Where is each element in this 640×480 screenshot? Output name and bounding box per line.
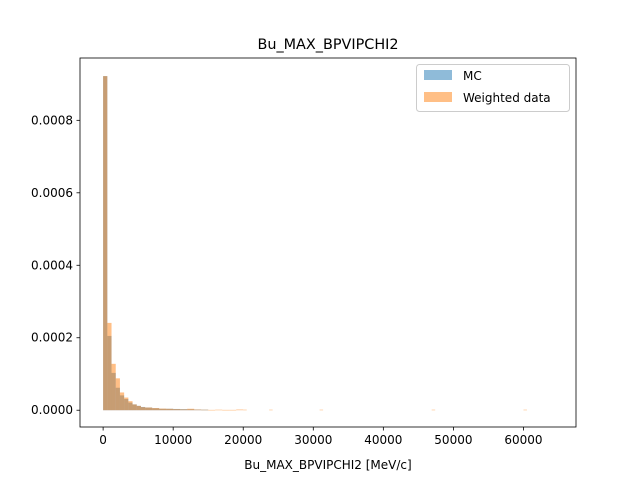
bar-weighted-data bbox=[269, 409, 273, 411]
bar-weighted-data bbox=[132, 404, 137, 411]
legend-frame bbox=[416, 64, 570, 112]
axes-frame bbox=[79, 57, 577, 428]
bar-weighted-data bbox=[431, 409, 436, 411]
x-axis-label: Bu_MAX_BPVIPCHI2 [MeV/c] bbox=[244, 458, 411, 472]
bar-weighted-data bbox=[140, 407, 146, 411]
y-tick-label: 0.0008 bbox=[31, 113, 73, 127]
bar-weighted-data bbox=[229, 409, 237, 411]
y-tick-label: 0.0000 bbox=[31, 403, 73, 417]
x-tick-label: 40000 bbox=[364, 433, 402, 447]
legend-swatch-mc bbox=[424, 70, 452, 80]
bar-weighted-data bbox=[119, 392, 125, 411]
bar-weighted-data bbox=[124, 397, 129, 411]
plot-area: 0 10000 20000 30000 40000 50000 60000 0.00000.… bbox=[31, 57, 577, 447]
bar-weighted-data bbox=[103, 76, 108, 411]
bar-weighted-data bbox=[215, 409, 223, 411]
chart-title: Bu_MAX_BPVIPCHI2 bbox=[257, 37, 398, 53]
bar-weighted-data bbox=[173, 409, 181, 411]
x-tick-label: 20000 bbox=[224, 433, 262, 447]
bar-weighted-data bbox=[111, 363, 116, 411]
bar-weighted-data bbox=[136, 405, 141, 411]
bar-weighted-data bbox=[222, 409, 230, 411]
bar-weighted-data bbox=[145, 407, 153, 411]
bar-weighted-data bbox=[236, 409, 244, 411]
legend-label-mc: MC bbox=[463, 69, 482, 83]
bar-weighted-data bbox=[166, 408, 174, 411]
bar-weighted-data bbox=[194, 409, 202, 411]
y-tick-label: 0.0002 bbox=[31, 331, 73, 345]
bar-weighted-data bbox=[128, 401, 133, 411]
y-tick-label: 0.0004 bbox=[31, 258, 73, 272]
y-axis: 0.0000 0.0002 0.0004 0.0006 0.0008 bbox=[31, 113, 80, 417]
bar-weighted-data bbox=[115, 378, 120, 411]
x-tick-label: 60000 bbox=[504, 433, 542, 447]
bar-weighted-data bbox=[201, 409, 209, 411]
x-tick-label: 30000 bbox=[294, 433, 332, 447]
x-tick-label: 0 bbox=[99, 433, 107, 447]
x-axis: 0 10000 20000 30000 40000 50000 60000 bbox=[99, 427, 543, 447]
bar-weighted-data bbox=[208, 409, 216, 411]
x-tick-label: 10000 bbox=[154, 433, 192, 447]
bar-weighted-data bbox=[159, 408, 167, 411]
bar-weighted-data bbox=[152, 408, 160, 411]
bar-weighted-data bbox=[187, 408, 195, 411]
legend-swatch-weighted-data bbox=[424, 92, 452, 102]
legend-label-weighted-data: Weighted data bbox=[463, 91, 551, 105]
y-tick-label: 0.0006 bbox=[31, 186, 73, 200]
legend: MC Weighted data bbox=[416, 64, 570, 112]
x-tick-label: 50000 bbox=[434, 433, 472, 447]
bar-weighted-data bbox=[243, 409, 247, 411]
histogram-bars bbox=[103, 76, 527, 411]
bar-weighted-data bbox=[180, 409, 188, 411]
bar-weighted-data bbox=[107, 322, 112, 411]
bar-weighted-data bbox=[319, 409, 324, 411]
bar-weighted-data bbox=[523, 409, 527, 411]
